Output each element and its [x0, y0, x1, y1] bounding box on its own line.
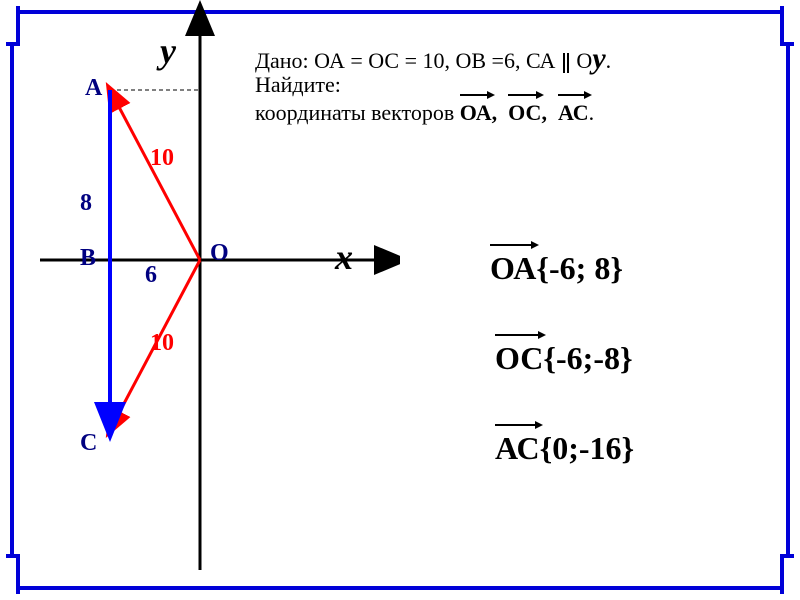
point-label-A: A — [85, 75, 102, 102]
answer-OC: ОС{-6;-8} — [495, 340, 633, 377]
x-axis-label: x — [335, 236, 353, 278]
point-label-C: C — [80, 430, 97, 457]
length-10-upper: 10 — [150, 145, 174, 172]
y-axis-label: y — [160, 30, 176, 72]
length-6: 6 — [145, 262, 157, 289]
length-8: 8 — [80, 190, 92, 217]
answer-OA: ОА{-6; 8} — [490, 250, 623, 287]
point-label-B: B — [80, 245, 96, 272]
point-label-O: O — [210, 240, 229, 267]
given-line: Дано: ОА = ОС = 10, ОВ =6, СА Оy. — [255, 42, 611, 76]
find-line: Найдите: — [255, 72, 341, 98]
answer-AC: АС{0;-16} — [495, 430, 634, 467]
frame-notch — [780, 6, 794, 46]
frame-notch — [780, 554, 794, 594]
coords-line: координаты векторов ОА, ОС, АС. — [255, 100, 594, 126]
length-10-lower: 10 — [150, 330, 174, 357]
